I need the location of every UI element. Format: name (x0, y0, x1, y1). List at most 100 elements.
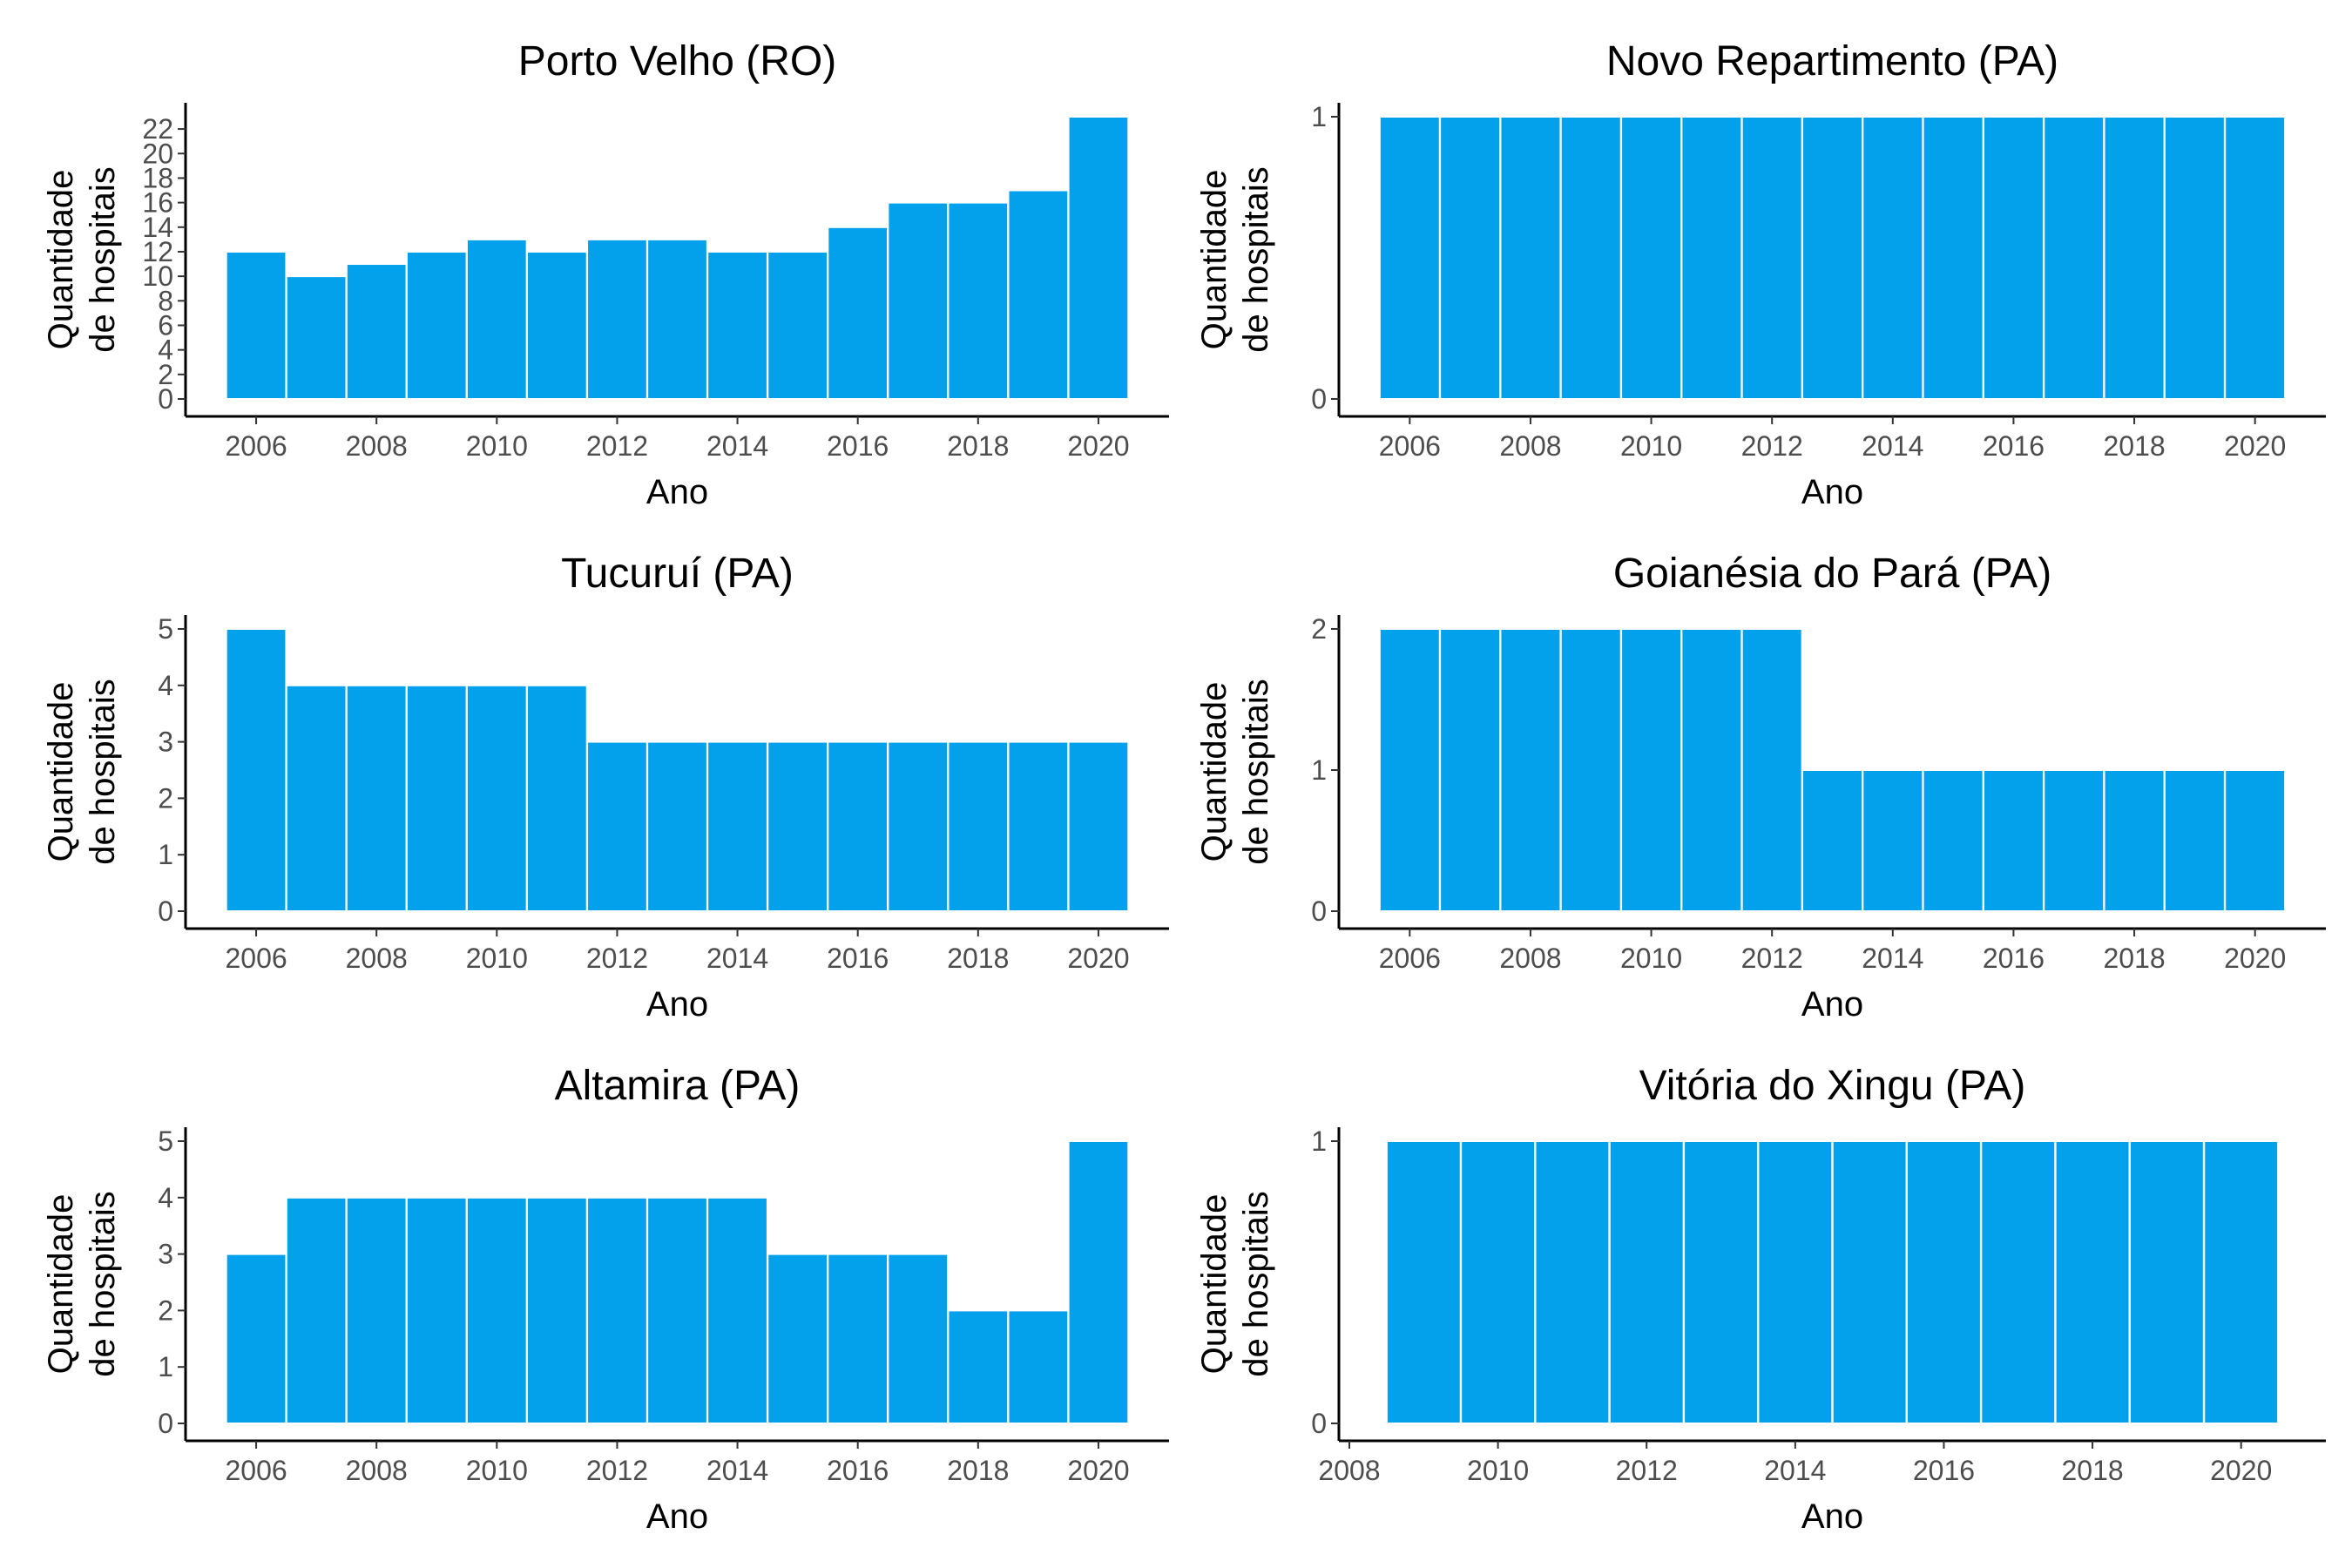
bar (1620, 116, 1683, 400)
x-tick-label: 2014 (706, 430, 768, 462)
y-tick-label: 20 (142, 138, 173, 169)
y-tick-label: 6 (158, 309, 173, 341)
x-axis-title: Ano (646, 473, 708, 511)
y-axis-title: Quantidade (42, 1194, 80, 1375)
x-tick-label: 2018 (947, 943, 1009, 974)
y-tick-label: 2 (158, 782, 173, 814)
bar (827, 740, 889, 912)
bar (1680, 628, 1743, 912)
chart-title: Altamira (PA) (555, 1063, 801, 1109)
x-tick-label: 2006 (225, 430, 287, 462)
x-tick-label: 2018 (2061, 1455, 2123, 1486)
y-axis-title: de hospitais (84, 166, 122, 352)
x-tick-label: 2010 (1620, 430, 1682, 462)
y-tick-label: 1 (1311, 101, 1327, 132)
bar (405, 684, 468, 912)
chart-panel: 0 1 2 3 4 5 2006 2008 2010 2012 2014 2016 2018 2020 Tu… (42, 551, 1169, 1024)
y-tick-label: 4 (158, 335, 173, 366)
x-axis-title: Ano (1801, 473, 1863, 511)
bar (465, 1196, 528, 1425)
bar (1980, 1140, 2057, 1424)
y-tick-label: 0 (1311, 1408, 1327, 1439)
x-tick-label: 2006 (225, 943, 287, 974)
bar (1559, 116, 1622, 400)
x-tick-label: 2018 (2103, 943, 2165, 974)
chart-panel: 0 1 2008 2010 2012 2014 2016 2018 2020 Vitória do… (1195, 1063, 2326, 1536)
bar (2054, 1140, 2131, 1424)
bar (1067, 116, 1130, 400)
x-tick-label: 2008 (1499, 430, 1561, 462)
bar (947, 740, 1010, 912)
chart-title: Goianésia do Pará (PA) (1613, 551, 2051, 597)
bar (1801, 116, 1863, 400)
x-axis-title: Ano (646, 1497, 708, 1536)
bar (827, 226, 889, 401)
y-axis-title: Quantidade (42, 170, 80, 350)
x-tick-label: 2012 (586, 943, 648, 974)
bar (526, 1196, 588, 1425)
bar (1559, 628, 1622, 912)
y-tick-label: 10 (142, 260, 173, 292)
y-axis-title: de hospitais (84, 679, 122, 864)
x-tick-label: 2016 (1983, 430, 2044, 462)
chart-panel: 0 1 2 3 4 5 2006 2008 2010 2012 2014 2016 2018 2020 Al… (42, 1063, 1169, 1536)
bar (1982, 769, 2044, 912)
bar (405, 250, 468, 400)
y-axis-title: de hospitais (84, 1191, 122, 1376)
y-tick-label: 4 (158, 670, 173, 701)
bar (1680, 116, 1743, 400)
bar (285, 1196, 348, 1425)
bar (2163, 116, 2226, 400)
y-axis-title: Quantidade (1195, 170, 1233, 350)
bar (1007, 740, 1070, 912)
bar (526, 684, 588, 912)
bar (345, 263, 408, 401)
y-tick-label: 16 (142, 187, 173, 219)
x-tick-label: 2014 (1862, 943, 1923, 974)
y-tick-label: 18 (142, 162, 173, 193)
x-tick-label: 2016 (1913, 1455, 1975, 1486)
bar (345, 684, 408, 912)
bar (586, 238, 648, 400)
chart-title: Tucuruí (PA) (561, 551, 794, 597)
bar (586, 740, 648, 912)
x-tick-label: 2018 (947, 1455, 1009, 1486)
x-tick-label: 2014 (1764, 1455, 1826, 1486)
y-axis-title: de hospitais (1237, 1191, 1275, 1376)
bar (1439, 116, 1502, 400)
y-tick-label: 5 (158, 1125, 173, 1157)
bar (285, 684, 348, 912)
bar (1906, 1140, 1982, 1424)
y-axis-title: Quantidade (1195, 682, 1233, 862)
bar (706, 1196, 768, 1425)
x-tick-label: 2014 (706, 1455, 768, 1486)
bar (1862, 769, 1924, 912)
bar (947, 201, 1010, 400)
bar (706, 250, 768, 400)
x-tick-label: 2006 (225, 1455, 287, 1486)
bar (1067, 740, 1130, 912)
bar (225, 1253, 287, 1424)
bar (646, 1196, 708, 1425)
y-tick-label: 2 (1311, 613, 1327, 645)
x-tick-label: 2020 (2224, 943, 2286, 974)
bar (1740, 628, 1803, 912)
bar (947, 1309, 1010, 1425)
bar (2224, 116, 2287, 400)
bar (2224, 769, 2287, 912)
x-tick-label: 2008 (1318, 1455, 1380, 1486)
bar (1378, 628, 1441, 912)
bar (465, 684, 528, 912)
x-tick-label: 2012 (1741, 943, 1803, 974)
y-axis-title: Quantidade (1195, 1194, 1233, 1375)
x-tick-label: 2010 (1467, 1455, 1529, 1486)
y-axis-title: de hospitais (1237, 166, 1275, 352)
y-tick-label: 3 (158, 1239, 173, 1270)
bar (1608, 1140, 1685, 1424)
y-tick-label: 0 (1311, 896, 1327, 927)
bar (1862, 116, 1924, 400)
y-tick-label: 0 (1311, 383, 1327, 415)
y-tick-label: 22 (142, 113, 173, 145)
x-tick-label: 2008 (346, 430, 408, 462)
x-tick-label: 2018 (947, 430, 1009, 462)
